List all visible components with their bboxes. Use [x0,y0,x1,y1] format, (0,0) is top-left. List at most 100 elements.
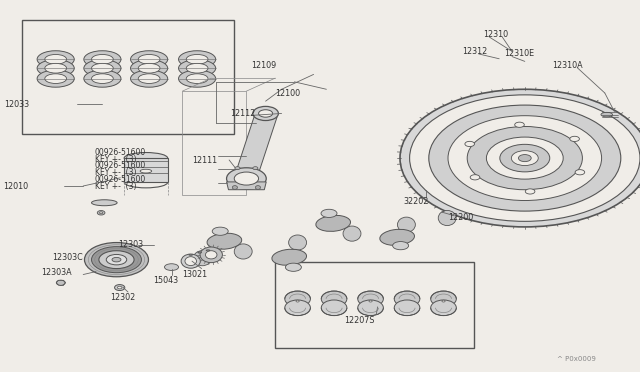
Ellipse shape [92,63,113,73]
Ellipse shape [97,211,105,215]
Ellipse shape [186,54,208,64]
Ellipse shape [235,167,240,170]
Ellipse shape [200,247,223,263]
Ellipse shape [234,244,252,259]
Ellipse shape [131,70,168,87]
Ellipse shape [259,110,273,117]
Text: 12111: 12111 [192,156,217,165]
Ellipse shape [500,144,550,172]
Ellipse shape [205,251,217,259]
Ellipse shape [467,126,582,190]
Text: 12310: 12310 [483,30,508,39]
Text: 12010: 12010 [3,182,28,190]
Text: 15043: 15043 [154,276,179,285]
Text: ^ P0x0009: ^ P0x0009 [557,356,596,362]
Ellipse shape [179,70,216,87]
Ellipse shape [45,74,67,83]
Ellipse shape [84,243,148,277]
Ellipse shape [518,155,531,162]
Ellipse shape [186,63,208,73]
Ellipse shape [131,60,168,77]
Text: 12303A: 12303A [42,268,72,277]
Ellipse shape [272,249,307,265]
Ellipse shape [511,151,538,166]
Ellipse shape [37,70,74,87]
Ellipse shape [92,54,113,64]
Ellipse shape [321,300,347,315]
Ellipse shape [185,257,196,266]
Polygon shape [235,117,277,175]
Text: 12112: 12112 [230,109,255,118]
Text: 00926-51600: 00926-51600 [95,175,146,184]
Text: 12033: 12033 [4,100,29,109]
Bar [275,262,474,348]
Ellipse shape [285,291,310,307]
Ellipse shape [193,251,211,266]
Ellipse shape [84,70,121,87]
Ellipse shape [470,175,480,180]
Ellipse shape [525,189,535,194]
Ellipse shape [358,291,383,307]
Ellipse shape [438,211,456,225]
Ellipse shape [234,172,259,185]
Ellipse shape [392,241,408,250]
Ellipse shape [189,254,193,256]
Text: 12109: 12109 [251,61,276,70]
Ellipse shape [45,63,67,73]
Ellipse shape [410,95,640,221]
Ellipse shape [296,300,300,302]
Ellipse shape [206,250,210,251]
Ellipse shape [207,233,242,249]
Text: 12310A: 12310A [552,61,582,70]
Ellipse shape [56,280,65,285]
Ellipse shape [601,112,612,117]
Text: 13021: 13021 [182,270,207,279]
Text: 12100: 12100 [275,89,300,98]
Ellipse shape [138,74,160,83]
Ellipse shape [186,74,208,83]
Ellipse shape [92,74,113,83]
Ellipse shape [397,217,415,232]
Text: 12310E: 12310E [504,49,534,58]
Ellipse shape [164,264,179,270]
Ellipse shape [227,168,266,189]
Ellipse shape [92,247,141,273]
Text: KEY +-  (3): KEY +- (3) [95,155,136,164]
Ellipse shape [84,60,121,77]
Polygon shape [227,182,266,190]
Ellipse shape [124,153,168,164]
Ellipse shape [448,116,602,201]
Bar [124,158,168,182]
Ellipse shape [37,60,74,77]
Text: 00926-51600: 00926-51600 [95,148,146,157]
Text: 12312: 12312 [462,47,487,56]
Ellipse shape [343,226,361,241]
Ellipse shape [575,170,585,175]
Text: 12200: 12200 [448,213,473,222]
Ellipse shape [131,51,168,68]
Ellipse shape [99,251,134,269]
Text: 32202: 32202 [403,197,429,206]
Ellipse shape [84,51,121,68]
Text: KEY +-  (3): KEY +- (3) [95,169,136,177]
Bar [182,91,246,195]
Ellipse shape [321,209,337,218]
Ellipse shape [289,235,307,250]
Ellipse shape [400,89,640,227]
Ellipse shape [106,254,127,265]
Ellipse shape [115,285,125,291]
Ellipse shape [232,186,237,189]
Ellipse shape [358,300,383,315]
Text: 12303C: 12303C [52,253,83,262]
Ellipse shape [380,229,415,246]
Ellipse shape [100,212,102,214]
Ellipse shape [140,169,152,173]
Ellipse shape [181,254,200,268]
Ellipse shape [179,51,216,68]
Ellipse shape [37,51,74,68]
Ellipse shape [112,257,121,262]
Ellipse shape [465,141,474,147]
Ellipse shape [321,291,347,307]
Ellipse shape [486,137,563,179]
Ellipse shape [431,300,456,315]
